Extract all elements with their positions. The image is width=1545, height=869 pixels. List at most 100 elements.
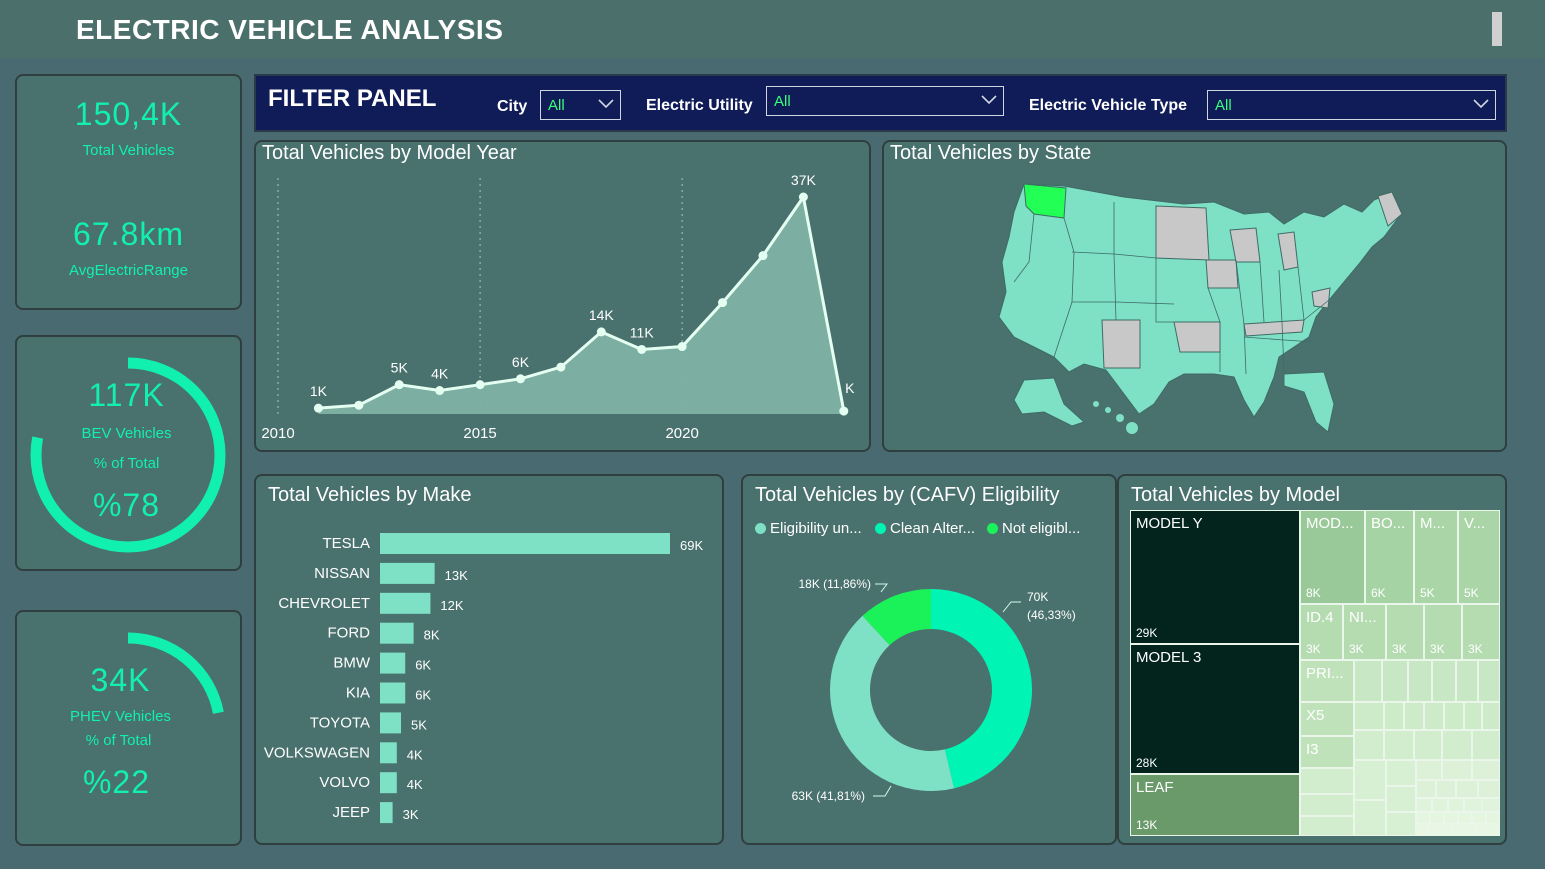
treemap-tile[interactable] (1452, 824, 1464, 836)
treemap-tile-v[interactable]: V... 5K (1458, 510, 1500, 604)
bar-value-label: 3K (403, 807, 419, 822)
data-label: 6K (512, 354, 530, 370)
treemap-tile-pri[interactable]: PRI... (1300, 660, 1354, 702)
treemap-tile[interactable] (1354, 800, 1386, 836)
ev-type-dropdown[interactable]: All (1207, 90, 1496, 120)
legend-clean-alternative[interactable]: Clean Alter... (875, 520, 975, 537)
total-vehicles-label: Total Vehicles (82, 142, 175, 159)
treemap-tile[interactable] (1416, 824, 1428, 836)
treemap-tile[interactable] (1424, 702, 1444, 730)
treemap-tile[interactable] (1482, 798, 1500, 812)
treemap-tile-leaf[interactable]: LEAF 13K (1130, 774, 1300, 836)
treemap-tile[interactable] (1416, 812, 1430, 824)
treemap-tile[interactable] (1430, 812, 1444, 824)
state-nodata-wv (1311, 287, 1331, 309)
treemap-tile[interactable] (1482, 702, 1500, 730)
treemap-tile[interactable] (1408, 660, 1432, 702)
treemap-tile[interactable] (1436, 780, 1456, 798)
treemap-tile[interactable] (1442, 730, 1472, 760)
leader-line (1002, 601, 1021, 613)
bar-value-label: 13K (445, 568, 468, 583)
treemap-tile-3k-c[interactable]: 3K (1462, 604, 1500, 660)
data-point (475, 380, 485, 390)
model-treemap-card: Total Vehicles by Model MODEL Y 29K MODE… (1117, 474, 1507, 845)
treemap-tile[interactable] (1444, 702, 1464, 730)
tile-value: 13K (1136, 818, 1158, 832)
city-dropdown[interactable]: All (540, 90, 621, 120)
treemap-tile[interactable] (1440, 824, 1452, 836)
state-nodata-iowa (1205, 259, 1239, 289)
treemap-tile[interactable] (1456, 780, 1478, 798)
treemap-tile[interactable] (1354, 702, 1384, 730)
bar-category-label: VOLVO (319, 774, 370, 791)
leader-line (875, 583, 888, 593)
treemap-tile-3k-a[interactable]: 3K (1386, 604, 1424, 660)
treemap-tile-mod[interactable]: MOD... 8K (1300, 510, 1365, 604)
treemap-tile[interactable] (1478, 780, 1500, 798)
legend-not-eligible[interactable]: Not eligibl... (987, 520, 1080, 537)
treemap-tile[interactable] (1464, 824, 1476, 836)
treemap-tile[interactable] (1300, 794, 1354, 816)
treemap-tile-model-3[interactable]: MODEL 3 28K (1130, 644, 1300, 774)
treemap-tile[interactable] (1444, 812, 1458, 824)
treemap-tile[interactable] (1300, 816, 1354, 836)
treemap-tile[interactable] (1476, 824, 1488, 836)
treemap-tile[interactable] (1382, 660, 1408, 702)
treemap-tile[interactable] (1448, 798, 1464, 812)
hawaii-shape (1093, 401, 1138, 434)
treemap-tile[interactable] (1478, 660, 1500, 702)
bar-category-label: NISSAN (314, 565, 370, 582)
treemap-tile[interactable] (1416, 760, 1442, 780)
donut-slice (830, 615, 955, 791)
treemap-tile[interactable] (1384, 702, 1404, 730)
avg-range-label: AvgElectricRange (69, 262, 188, 279)
treemap-tile[interactable] (1432, 798, 1448, 812)
treemap-tile[interactable] (1464, 798, 1482, 812)
treemap-tile-i3[interactable]: I3 (1300, 736, 1354, 768)
treemap-tile[interactable] (1472, 730, 1500, 760)
treemap-tile-3k-b[interactable]: 3K (1424, 604, 1462, 660)
tile-name: I3 (1306, 741, 1319, 758)
treemap-tile[interactable] (1354, 730, 1384, 760)
treemap-tile[interactable] (1416, 780, 1436, 798)
legend-eligibility-unknown[interactable]: Eligibility un... (755, 520, 862, 537)
treemap-tile[interactable] (1414, 730, 1442, 760)
treemap-tile[interactable] (1386, 786, 1416, 812)
treemap-tile-x5[interactable]: X5 (1300, 702, 1354, 736)
treemap-tile[interactable] (1432, 660, 1456, 702)
treemap-tile[interactable] (1486, 812, 1500, 824)
scrollbar-thumb[interactable] (1492, 12, 1502, 46)
treemap-tile[interactable] (1472, 812, 1486, 824)
treemap-tile-bo[interactable]: BO... 6K (1365, 510, 1414, 604)
donut-data-label: 70K (1027, 590, 1048, 604)
tile-value: 3K (1392, 642, 1407, 656)
treemap-tile[interactable] (1404, 702, 1424, 730)
treemap-tile[interactable] (1472, 760, 1500, 780)
tile-name: ID.4 (1306, 609, 1334, 626)
data-label: K (845, 380, 855, 396)
treemap-tile-id4[interactable]: ID.4 3K (1300, 604, 1343, 660)
data-point (839, 406, 849, 416)
treemap-tile[interactable] (1386, 760, 1416, 786)
treemap-tile[interactable] (1386, 812, 1416, 836)
treemap-tile[interactable] (1458, 812, 1472, 824)
data-point (435, 386, 445, 396)
treemap-tile[interactable] (1384, 730, 1414, 760)
treemap-tile[interactable] (1488, 824, 1500, 836)
data-point (718, 298, 728, 308)
treemap-tile[interactable] (1428, 824, 1440, 836)
us-state-map[interactable] (884, 142, 1505, 450)
bar-value-label: 5K (411, 717, 427, 732)
treemap-tile[interactable] (1456, 660, 1478, 702)
bar (380, 772, 397, 794)
utility-dropdown[interactable]: All (766, 86, 1004, 116)
treemap-tile-model-y[interactable]: MODEL Y 29K (1130, 510, 1300, 644)
treemap-tile[interactable] (1354, 760, 1386, 800)
treemap-tile[interactable] (1416, 798, 1432, 812)
treemap-tile[interactable] (1300, 768, 1354, 794)
treemap-tile[interactable] (1442, 760, 1472, 780)
treemap-tile-m[interactable]: M... 5K (1414, 510, 1458, 604)
treemap-tile[interactable] (1464, 702, 1482, 730)
treemap-tile[interactable] (1354, 660, 1382, 702)
treemap-tile-ni[interactable]: NI... 3K (1343, 604, 1386, 660)
